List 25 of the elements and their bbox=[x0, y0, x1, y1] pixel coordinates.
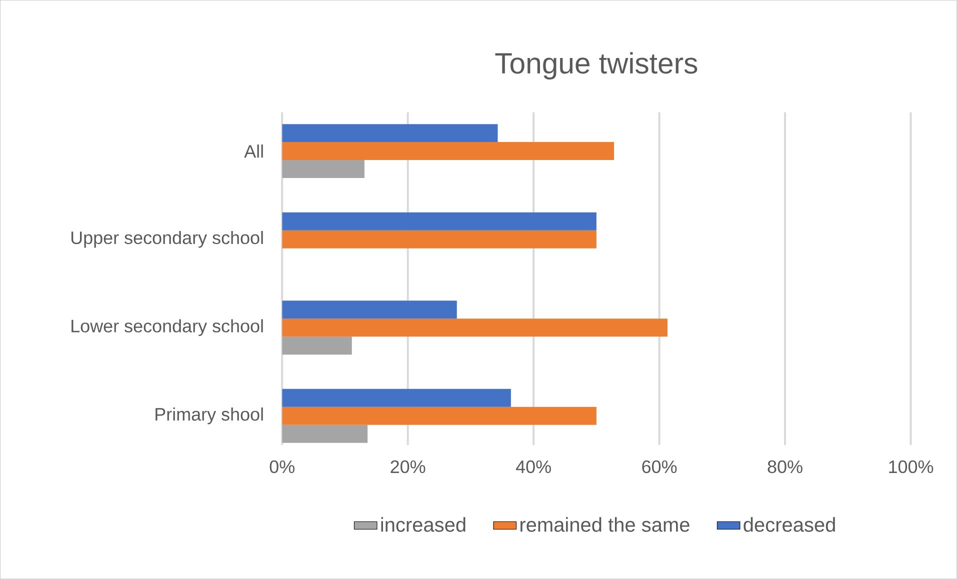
bar bbox=[282, 406, 596, 425]
legend-label: increased bbox=[381, 517, 466, 532]
legend-label: remained the same bbox=[520, 517, 690, 532]
y-tick-label: Lower secondary school bbox=[72, 319, 263, 336]
x-tick-label: 100% bbox=[889, 460, 934, 474]
bar bbox=[282, 336, 352, 354]
y-tick-label: Primary shool bbox=[156, 407, 263, 424]
bar bbox=[282, 230, 596, 248]
x-tick-label: 0% bbox=[270, 460, 294, 474]
bar bbox=[282, 318, 668, 337]
chart-title: Tongue twisters bbox=[495, 52, 698, 80]
bar bbox=[282, 124, 498, 142]
y-tick-label: Upper secondary school bbox=[71, 230, 263, 248]
y-tick-label: All bbox=[244, 144, 263, 158]
x-tick-label: 60% bbox=[642, 460, 677, 474]
x-tick-label: 20% bbox=[390, 460, 426, 474]
legend-label: decreased bbox=[744, 517, 835, 532]
bar bbox=[282, 212, 596, 230]
bar bbox=[282, 160, 364, 178]
bar bbox=[282, 300, 457, 319]
x-tick-label: 80% bbox=[768, 460, 802, 474]
bar bbox=[282, 388, 511, 407]
x-tick-label: 40% bbox=[516, 460, 551, 474]
bar bbox=[282, 142, 614, 160]
bar bbox=[282, 424, 368, 443]
